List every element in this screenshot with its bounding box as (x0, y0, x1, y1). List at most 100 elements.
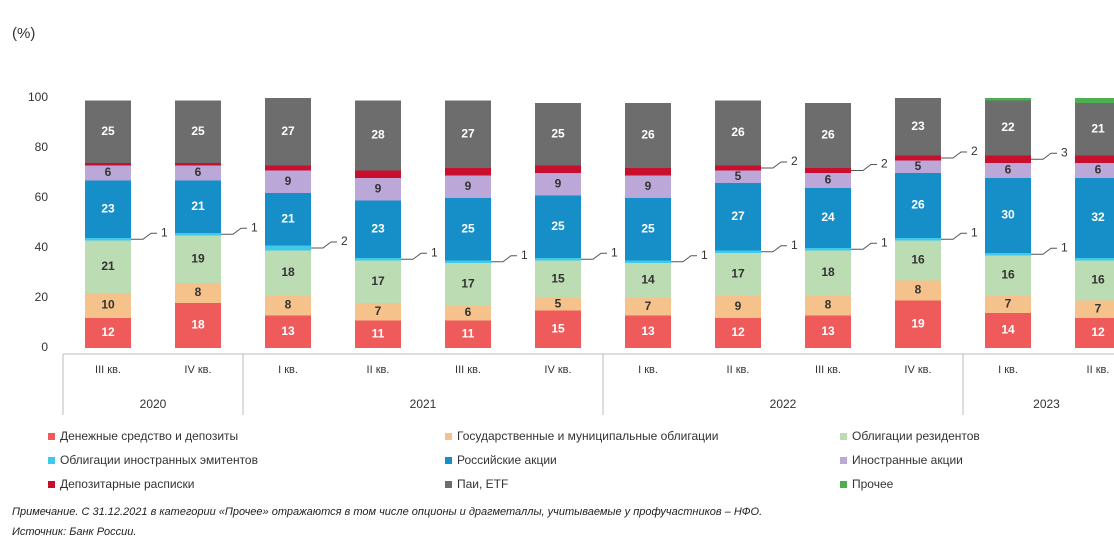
bar-segment (85, 163, 131, 166)
data-label: 25 (641, 221, 655, 235)
x-tick-label: IV кв. (904, 364, 931, 376)
data-label: 1 (1061, 240, 1068, 254)
bar-segment (625, 315, 671, 348)
data-label: 5 (555, 296, 562, 310)
leader-line (131, 232, 157, 240)
bar-segment (535, 195, 581, 258)
data-label: 6 (1005, 163, 1012, 177)
data-label: 12 (101, 325, 115, 339)
bar-segment (535, 258, 581, 261)
legend-swatch (840, 457, 847, 464)
data-label: 24 (821, 210, 835, 224)
leader-line (491, 255, 517, 263)
legend-label: Облигации иностранных эмитентов (60, 453, 258, 467)
bar-segment (85, 318, 131, 348)
data-label: 1 (701, 248, 708, 262)
data-label: 11 (462, 326, 475, 340)
data-label: 18 (821, 265, 835, 279)
legend-swatch (48, 457, 55, 464)
data-label: 1 (611, 245, 618, 259)
bar-segment (85, 240, 131, 293)
data-label: 1 (431, 245, 438, 259)
bar-segment (355, 200, 401, 258)
bar-segment (535, 310, 581, 348)
data-label: 5 (735, 169, 742, 183)
leader-line (761, 245, 787, 253)
legend-swatch (840, 433, 847, 440)
data-label: 6 (825, 173, 832, 187)
bar-segment (625, 260, 671, 263)
bar-segment (715, 295, 761, 318)
bar-segment (715, 253, 761, 296)
legend-label: Денежные средство и депозиты (60, 429, 238, 443)
group-label: 2022 (770, 397, 797, 411)
leader-line (221, 227, 247, 235)
bar-segment (895, 155, 941, 161)
legend-swatch (445, 433, 452, 440)
x-tick-label: II кв. (367, 364, 390, 376)
data-label: 16 (1001, 268, 1015, 282)
data-label: 30 (1001, 208, 1015, 222)
legend-label: Российские акции (457, 453, 557, 467)
bar-segment (1075, 300, 1114, 318)
data-label: 8 (825, 298, 832, 312)
data-label: 2 (881, 157, 888, 171)
x-tick-label: III кв. (95, 364, 121, 376)
bar-segment (1075, 258, 1114, 261)
data-label: 28 (371, 128, 385, 142)
bar-segment (1075, 103, 1114, 156)
bar-segment (355, 178, 401, 201)
data-label: 32 (1091, 210, 1105, 224)
bar-segment (1075, 155, 1114, 163)
data-label: 11 (372, 326, 385, 340)
data-label: 19 (191, 251, 205, 265)
leader-line (581, 252, 607, 260)
bar-segment (175, 283, 221, 303)
data-label: 19 (911, 316, 925, 330)
bar-segment (355, 320, 401, 348)
bar-segment (805, 250, 851, 296)
data-label: 10 (101, 298, 115, 312)
y-tick-label: 100 (28, 90, 48, 104)
bar-segment (175, 100, 221, 163)
data-label: 13 (641, 324, 655, 338)
data-label: 17 (731, 266, 745, 280)
data-label: 18 (281, 265, 295, 279)
bar-segment (625, 168, 671, 176)
bar-segment (985, 178, 1031, 253)
data-label: 9 (375, 181, 382, 195)
leader-line (761, 161, 787, 169)
y-tick-label: 40 (35, 240, 49, 254)
data-label: 12 (731, 325, 745, 339)
bar-segment (805, 173, 851, 188)
bar-segment (175, 303, 221, 348)
bar-segment (895, 238, 941, 241)
data-label: 25 (461, 221, 475, 235)
data-label: 5 (915, 159, 922, 173)
data-label: 25 (551, 126, 565, 140)
data-label: 21 (281, 211, 295, 225)
x-tick-label: IV кв. (184, 364, 211, 376)
bar-segment (85, 165, 131, 181)
bar-segment (805, 295, 851, 316)
bar-segment (535, 260, 581, 298)
y-tick-label: 60 (35, 190, 49, 204)
x-tick-label: III кв. (455, 364, 481, 376)
bar-segment (355, 170, 401, 178)
data-label: 26 (731, 125, 745, 139)
data-label: 17 (371, 274, 385, 288)
bar-segment (985, 253, 1031, 256)
data-label: 9 (555, 176, 562, 190)
bar-segment (715, 170, 761, 183)
data-label: 25 (101, 124, 115, 138)
legend-swatch (840, 481, 847, 488)
legend-swatch (48, 481, 55, 488)
data-label: 26 (641, 128, 655, 142)
data-label: 23 (101, 201, 115, 215)
bar-segment (355, 100, 401, 171)
bar-segment (85, 293, 131, 318)
data-label: 9 (735, 299, 742, 313)
y-unit-label: (%) (12, 25, 35, 42)
data-label: 26 (821, 128, 835, 142)
source: Источник: Банк России. (12, 526, 136, 538)
